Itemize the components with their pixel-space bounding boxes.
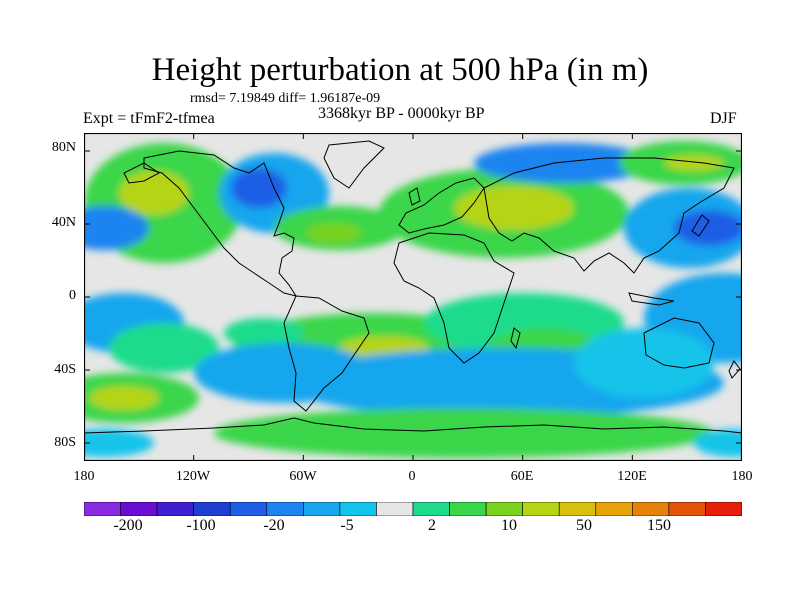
stats-text: rmsd= 7.19849 diff= 1.96187e-09 <box>190 91 381 106</box>
colorbar-label-minus20: -20 <box>263 517 285 534</box>
colorbar-cell <box>449 502 487 516</box>
lon-label-180w: 180 <box>73 469 95 484</box>
colorbar-cell <box>229 502 268 516</box>
colorbar-cell <box>412 502 450 516</box>
season-label: DJF <box>710 110 737 127</box>
coastline-japan <box>691 214 710 237</box>
field-contour-region <box>84 206 149 250</box>
coastline-indonesia <box>628 292 675 306</box>
lon-label-120w: 120W <box>175 469 211 484</box>
colorbar-cell <box>156 502 194 516</box>
coastline-madagascar <box>510 327 521 350</box>
lon-label-60w: 60W <box>289 469 317 484</box>
lon-label-120e: 120E <box>617 469 647 484</box>
colorbar-label-10: 10 <box>501 517 517 534</box>
colorbar <box>84 502 742 516</box>
colorbar-label-minus200: -200 <box>113 517 143 534</box>
lon-label-60e: 60E <box>510 469 534 484</box>
colorbar-cell <box>266 502 304 516</box>
field-contour-region <box>194 343 374 403</box>
colorbar-cell <box>522 502 560 516</box>
colorbar-cell <box>339 502 377 516</box>
colorbar-label-minus5: -5 <box>340 517 354 534</box>
colorbar-cell <box>376 502 414 516</box>
coastline-africa <box>393 232 515 364</box>
colorbar-cell <box>668 502 706 516</box>
coastline-alaska <box>123 162 160 184</box>
colorbar-cell <box>303 502 341 516</box>
lon-label-180e: 180 <box>731 469 753 484</box>
field-contour-region <box>231 168 287 208</box>
colorbar-cell <box>595 502 633 516</box>
coastline-australia <box>643 317 715 369</box>
plot-title: Height perturbation at 500 hPa (in m) <box>151 52 649 88</box>
colorbar-label-minus100: -100 <box>186 517 216 534</box>
contour-map <box>84 133 742 461</box>
field-contour-region <box>474 143 654 183</box>
coastline-new-zealand <box>728 360 741 379</box>
colorbar-cell <box>193 502 231 516</box>
lat-label-equator: 0 <box>69 288 76 303</box>
field-contour-region <box>84 429 154 457</box>
field-contour-region <box>89 386 159 410</box>
colorbar-cell <box>84 502 121 516</box>
experiment-label: Expt = tFmF2-tfmea <box>83 110 215 127</box>
colorbar-label-50: 50 <box>576 517 592 534</box>
field-contour-region <box>454 186 574 230</box>
coastline-uk <box>408 187 421 206</box>
colorbar-label-150: 150 <box>647 517 671 534</box>
field-contour-region <box>306 223 362 243</box>
lat-label-80s: 80S <box>54 435 76 450</box>
field-contour-region <box>694 429 742 457</box>
coastline-north-america <box>143 150 298 297</box>
field-contour-region <box>214 408 714 458</box>
lat-label-80n: 80N <box>51 140 76 155</box>
period-label: 3368kyr BP - 0000kyr BP <box>318 105 485 122</box>
colorbar-cell <box>485 502 523 516</box>
colorbar-label-2: 2 <box>428 517 436 534</box>
field-contour-region <box>119 171 189 215</box>
colorbar-cell <box>705 502 742 516</box>
coastline-south-america <box>283 295 370 412</box>
coastline-antarctica <box>84 417 742 434</box>
coastline-asia <box>483 157 735 274</box>
coastline-greenland <box>323 140 385 189</box>
lon-label-0: 0 <box>408 469 416 484</box>
colorbar-cell <box>632 502 670 516</box>
field-contour-region <box>574 328 714 398</box>
field-contour-region <box>109 323 219 373</box>
field-contour-region <box>674 210 742 246</box>
lat-label-40n: 40N <box>51 215 76 230</box>
colorbar-cell <box>120 502 158 516</box>
lat-label-40s: 40S <box>54 362 76 377</box>
field-contour-region <box>664 155 724 171</box>
colorbar-cell <box>558 502 597 516</box>
